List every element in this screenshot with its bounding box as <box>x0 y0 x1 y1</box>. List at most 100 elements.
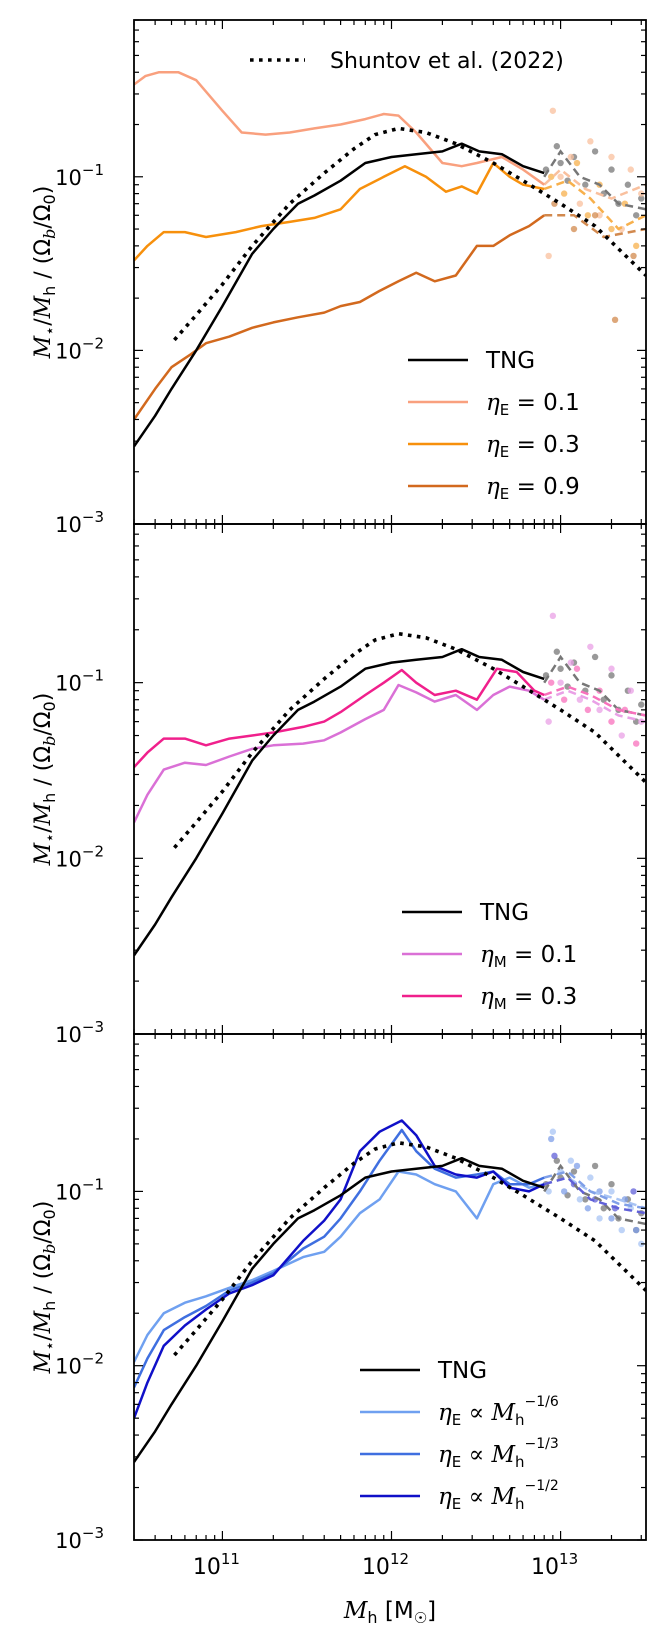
scatter-point-e-mh-1-2-scatter <box>630 1188 637 1195</box>
x-tick-label: 1013 <box>531 1550 578 1580</box>
scatter-point-e-0-3-scatter <box>608 225 615 233</box>
series-line-tng <box>134 1156 545 1463</box>
y-tick-label: 10−2 <box>55 1350 104 1379</box>
y-tick-label: 10−1 <box>55 161 104 190</box>
scatter-point-tng-scatter <box>553 1157 561 1164</box>
scatter-point-tng-scatter <box>591 653 599 661</box>
series-line-e-0-3 <box>134 161 545 262</box>
scatter-point-m-0-1-scatter <box>549 612 557 620</box>
scatter-point-e-0-3-scatter <box>632 242 640 250</box>
dashed-line-tng-tail <box>543 149 646 211</box>
scatter-point-e-0-9-scatter <box>630 252 637 260</box>
legend-label-tng: TNG <box>437 1358 487 1384</box>
scatter-point-e-0-1-scatter <box>545 252 552 260</box>
scatter-point-e-mh-1-3-scatter <box>632 1226 640 1234</box>
plot-area <box>134 612 646 957</box>
scatter-point-tng-scatter <box>570 1168 578 1175</box>
scatter-point-m-0-3-scatter <box>608 718 615 725</box>
dashed-line-m-0-3-tail <box>543 685 646 717</box>
scatter-point-tng-scatter <box>553 143 561 150</box>
scatter-point-e-mh-1-3-scatter <box>608 1215 615 1222</box>
scatter-point-tng-scatter <box>557 665 564 672</box>
panel-3: 10−1 10−2 10−3 M⋆/Mh / (Ωb/Ω0) TNG ηE ∝ Mh−1/… <box>31 1033 647 1553</box>
scatter-point-tng-scatter <box>582 1196 589 1203</box>
scatter-point-e-mh-1-6-scatter <box>587 1174 594 1181</box>
scatter-point-m-0-3-scatter <box>632 740 640 747</box>
plot-area <box>134 71 646 448</box>
scatter-point-tng-scatter <box>591 1162 599 1170</box>
legend-label-e-mh-1-6: ηE ∝ Mh−1/6 <box>438 1394 559 1429</box>
series-line-m-0-3 <box>134 667 545 769</box>
scatter-point-tng-scatter <box>557 159 564 167</box>
series-line-e-mh-1-3 <box>134 1128 545 1389</box>
scatter-point-m-0-3-scatter <box>560 696 568 703</box>
series-line-e-0-9 <box>134 214 545 421</box>
scatter-point-e-0-1-scatter <box>596 212 603 219</box>
legend-label-e-mh-1-3: ηE ∝ Mh−1/3 <box>438 1436 559 1471</box>
y-axis-label: M⋆/Mh / (Ωb/Ω0) <box>31 1201 59 1375</box>
scatter-point-m-0-1-scatter <box>596 706 603 714</box>
dashed-line-tng-tail <box>543 1163 646 1226</box>
scatter-point-m-0-3-scatter <box>573 665 581 672</box>
legend-label-e-0-9: ηE = 0.9 <box>486 474 580 503</box>
scatter-point-e-mh-1-6-scatter <box>576 1196 584 1203</box>
panel-1: 10−1 10−2 10−3 M⋆/Mh / (Ωb/Ω0) Shuntov et al… <box>31 19 647 537</box>
y-axis-label: M⋆/Mh / (Ωb/Ω0) <box>31 186 59 360</box>
y-tick-label: 10−1 <box>55 1175 104 1204</box>
scatter-point-e-mh-1-3-scatter <box>573 1162 581 1170</box>
y-tick-label: 10−3 <box>55 1018 104 1047</box>
scatter-point-m-0-1-scatter <box>545 718 552 725</box>
scatter-point-tng-scatter <box>638 195 645 202</box>
scatter-point-e-mh-1-3-scatter <box>547 1135 555 1143</box>
scatter-point-m-0-1-scatter <box>608 665 615 672</box>
scatter-point-e-mh-1-3-scatter <box>584 1205 592 1212</box>
panel-2: 10−1 10−2 10−3 M⋆/Mh / (Ωb/Ω0) TNG ηM = 0.1 ηM… <box>31 523 647 1047</box>
scatter-point-e-0-1-scatter <box>587 138 594 145</box>
y-tick-label: 10−2 <box>55 334 104 363</box>
scatter-point-e-0-3-scatter <box>547 173 555 180</box>
scatter-point-tng-scatter <box>553 648 561 655</box>
dashed-line-e-mh-1-2-tail <box>543 1176 646 1215</box>
legend-label-shuntov: Shuntov et al. (2022) <box>330 49 564 74</box>
scatter-point-e-mh-1-2-scatter <box>551 1152 558 1160</box>
scatter-point-e-0-1-scatter <box>557 173 564 180</box>
scatter-point-tng-scatter <box>591 148 599 155</box>
series-line-shuntov-et-al-2022 <box>173 126 646 342</box>
scatter-point-m-0-3-scatter <box>547 679 555 686</box>
dashed-line-e-0-9-tail <box>544 214 646 239</box>
scatter-point-e-mh-1-6-scatter <box>596 1215 603 1222</box>
dashed-line-e-0-3-tail <box>543 179 646 231</box>
series-line-shuntov-et-al-2022 <box>173 631 646 849</box>
scatter-point-tng-scatter <box>624 181 632 188</box>
y-tick-label: 10−3 <box>55 1524 104 1553</box>
scatter-point-tng-scatter <box>638 701 645 708</box>
dashed-line-e-0-1-tail <box>543 167 646 200</box>
scatter-point-m-0-1-scatter <box>576 696 584 703</box>
dashed-line-e-mh-1-3-tail <box>543 1170 646 1210</box>
scatter-point-e-0-9-scatter <box>591 212 599 219</box>
series-line-tng <box>134 647 545 957</box>
y-tick-label: 10−2 <box>55 842 104 871</box>
scatter-point-e-0-1-scatter <box>576 200 584 207</box>
scatter-point-m-0-1-scatter <box>567 659 575 666</box>
scatter-point-tng-scatter <box>582 181 589 188</box>
scatter-point-e-mh-1-3-scatter <box>560 1188 568 1195</box>
plot-frame <box>133 1033 647 1541</box>
legend-label-m-0-1: ηM = 0.1 <box>480 942 577 971</box>
scatter-point-e-0-3-scatter <box>560 190 568 197</box>
scatter-point-tng-scatter <box>632 212 640 219</box>
scatter-point-e-0-9-scatter <box>611 316 619 324</box>
scatter-point-m-0-1-scatter <box>627 687 634 694</box>
scatter-point-e-0-3-scatter <box>573 159 581 167</box>
y-axis-label: M⋆/Mh / (Ωb/Ω0) <box>31 693 59 867</box>
legend-label-e-0-1: ηE = 0.1 <box>486 390 580 419</box>
scatter-point-e-0-1-scatter <box>549 107 557 114</box>
dashed-line-m-0-1-tail <box>543 689 646 723</box>
scatter-point-e-0-3-scatter <box>584 212 592 219</box>
scatter-point-e-mh-1-6-scatter <box>567 1157 575 1164</box>
scatter-point-e-0-1-scatter <box>627 166 634 173</box>
x-axis-label: Mh [M☉] <box>343 1598 436 1627</box>
x-tick-label: 1012 <box>362 1550 409 1580</box>
scatter-point-m-0-1-scatter <box>557 679 564 686</box>
